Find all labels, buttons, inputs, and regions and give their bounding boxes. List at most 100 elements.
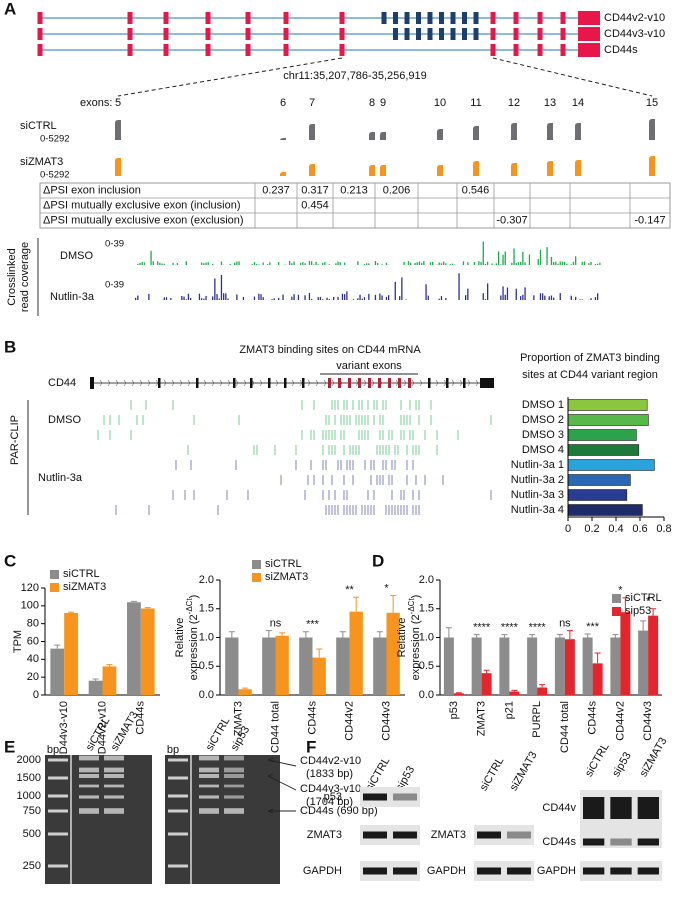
coverage-spike (359, 294, 361, 300)
exons-label: exons: (80, 97, 112, 109)
y-tick-label: 1.0 (419, 631, 434, 643)
variant-exon (404, 12, 410, 24)
coverage-peak (309, 164, 315, 176)
gel-band (79, 774, 99, 778)
coverage-spike (234, 262, 236, 265)
coverage-spike (190, 298, 192, 300)
intron-arrow (275, 379, 279, 387)
significance: * (618, 585, 623, 597)
band-annotation: (1833 bp) (306, 768, 353, 780)
y-axis-label: expression (2-ΔCt) (185, 595, 200, 681)
exon (90, 377, 94, 389)
coverage-spike (357, 298, 359, 300)
intron-arrow (467, 379, 471, 387)
coverage-spike (432, 261, 434, 265)
coverage-spike (143, 262, 146, 265)
blot-label: CD44v (542, 802, 576, 814)
variant-exon (450, 28, 456, 40)
variant-exon (427, 28, 433, 40)
exon (283, 44, 289, 56)
y-tick-label: 40 (27, 653, 39, 665)
intron-arrow (171, 379, 175, 387)
y-axis-label: expression (2-ΔCt) (407, 595, 422, 681)
coverage-spike (566, 263, 568, 265)
coverage-name: DMSO (60, 250, 93, 262)
utr (578, 11, 600, 25)
exon-number: 9 (380, 97, 386, 109)
coverage-spike (528, 254, 531, 265)
coverage-spike (203, 298, 205, 300)
legend-swatch (50, 583, 59, 592)
coverage-spike (544, 295, 546, 300)
coverage-spike (581, 261, 583, 265)
exon (37, 44, 43, 56)
track-range: 0-5292 (40, 134, 70, 145)
error-bar (68, 611, 75, 613)
blot-band (363, 831, 387, 839)
intron-arrow (235, 379, 239, 387)
x-tick-label: 0.4 (608, 523, 623, 535)
intron-arrow (475, 379, 479, 387)
blot-band (637, 797, 659, 819)
intron-arrow (291, 379, 295, 387)
coverage-spike (201, 298, 203, 300)
exon (245, 44, 251, 56)
isoform-label: CD44v2-v10 (604, 12, 665, 24)
bar (567, 489, 628, 501)
gene-label: CD44 (48, 377, 76, 389)
coverage-spike (418, 261, 421, 265)
coverage-spike (317, 297, 319, 300)
exon (560, 12, 566, 24)
exon (339, 44, 345, 56)
bar (140, 608, 155, 695)
coverage-spike (152, 261, 154, 265)
coverage-spike (597, 293, 599, 300)
bar (638, 630, 649, 695)
intron-arrow (123, 379, 127, 387)
table-cell: 0.317 (301, 184, 329, 196)
bar (262, 637, 276, 695)
bar (373, 637, 387, 695)
coverage-spike (575, 256, 577, 265)
error-bar (228, 631, 235, 638)
coverage-spike (216, 294, 218, 300)
exon (205, 12, 211, 24)
y-axis-label: Relative (174, 618, 186, 658)
variant-exon (381, 12, 387, 24)
coverage-spike (139, 262, 141, 265)
coverage-spike (183, 296, 185, 300)
exon-number: 13 (544, 97, 556, 109)
error-bar (279, 632, 286, 636)
exon (490, 44, 496, 56)
blot-band (363, 793, 387, 801)
ladder-band (48, 758, 68, 762)
ladder-band (168, 832, 188, 836)
coverage-range: 0-39 (105, 239, 124, 250)
blot-band (393, 831, 417, 839)
coverage-spike (515, 263, 517, 265)
lane-label: siZMAT3 (638, 736, 670, 779)
panel-label: F (306, 737, 316, 756)
coverage-spike (495, 263, 498, 265)
coverage-spike (482, 241, 484, 265)
bar (386, 612, 400, 695)
gel-band (224, 767, 244, 773)
x-tick-label: CD44v2 (614, 701, 626, 741)
coverage-spike (513, 248, 515, 265)
bar (567, 429, 637, 441)
intron-arrow (459, 379, 463, 387)
coverage-spike (229, 264, 231, 265)
coverage-spike (256, 264, 258, 265)
bar (527, 637, 538, 695)
exon (205, 28, 211, 40)
coverage-peak (280, 172, 286, 176)
coverage-spike (414, 263, 416, 265)
coverage-spike (594, 264, 597, 265)
exon (283, 28, 289, 40)
y-tick-label: Nutlin-3a 4 (511, 504, 564, 516)
coverage-spike (517, 262, 520, 265)
coverage-peak (473, 161, 479, 176)
coverage-spike (368, 293, 370, 300)
error-bar (594, 652, 601, 664)
coverage-spike (203, 263, 205, 265)
